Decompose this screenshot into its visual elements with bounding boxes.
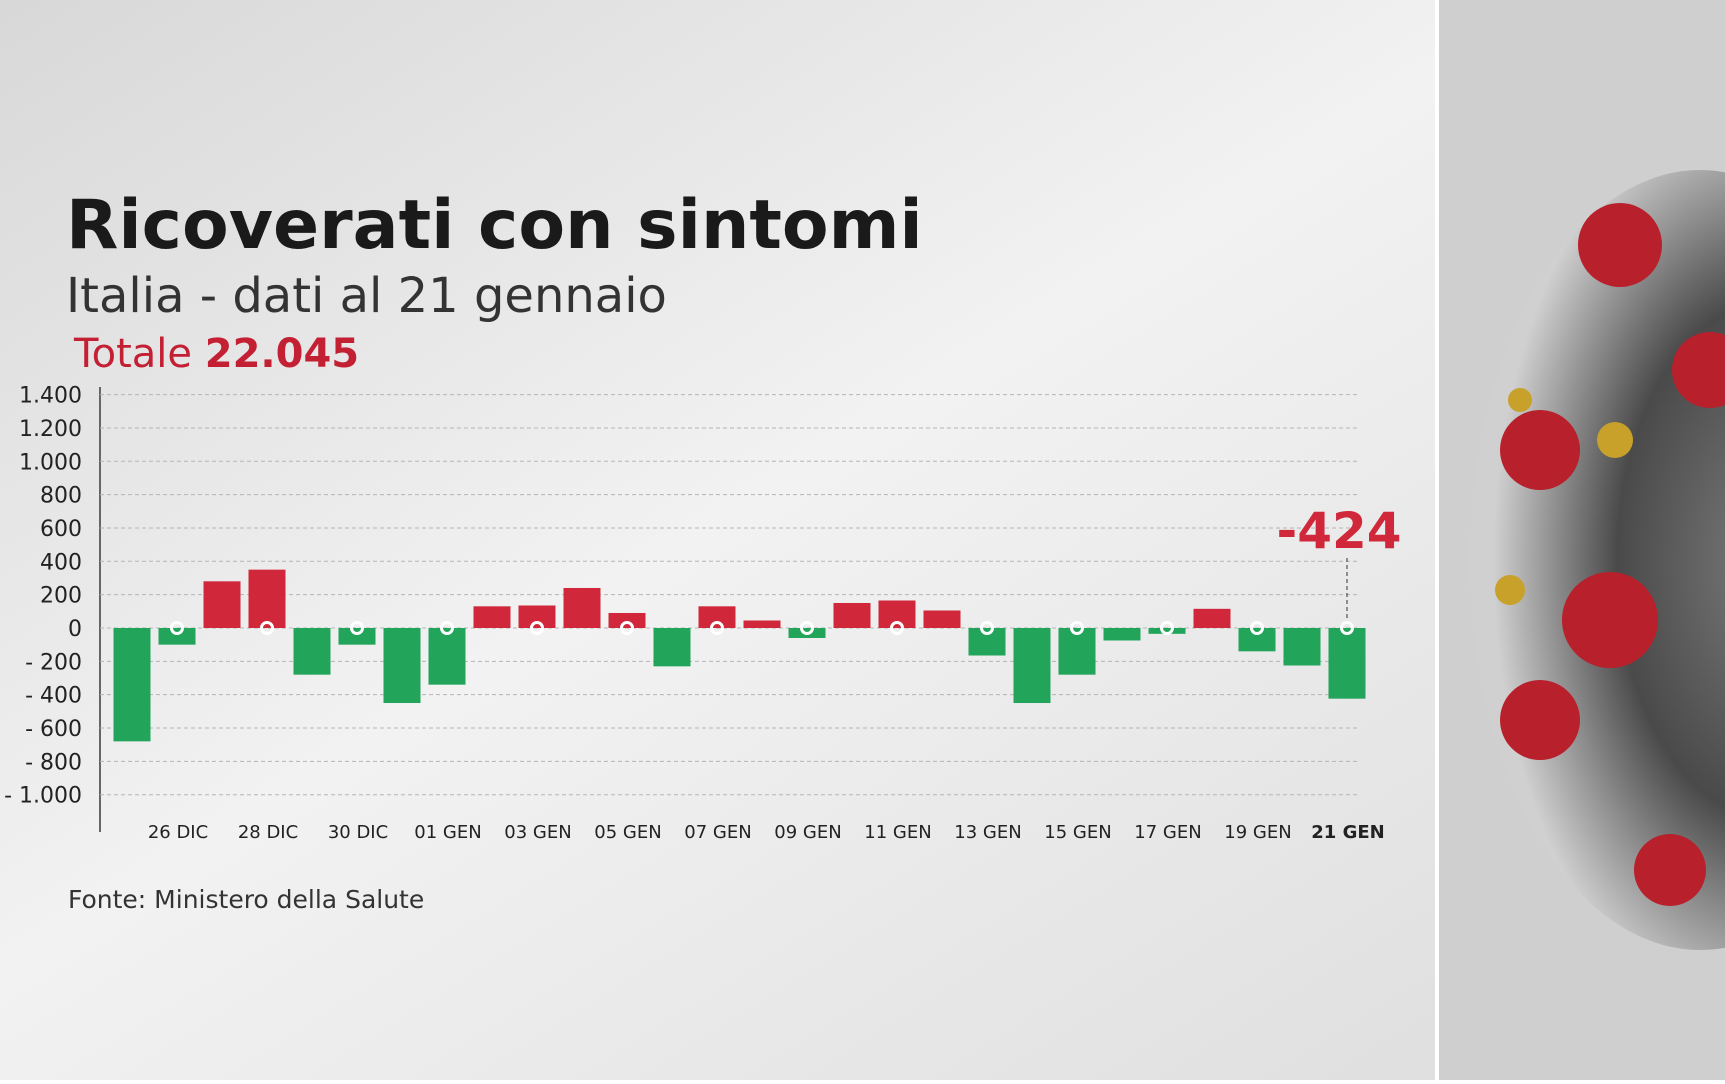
x-tick-label: 01 GEN xyxy=(414,822,481,843)
total-value: 22.045 xyxy=(205,331,359,377)
x-tick-label: 15 GEN xyxy=(1044,822,1111,843)
x-tick-label: 19 GEN xyxy=(1224,822,1291,843)
bar xyxy=(608,612,646,628)
chart-subtitle: Italia - dati al 21 gennaio xyxy=(66,268,667,324)
bar xyxy=(203,581,241,628)
x-tick-label: 03 GEN xyxy=(504,822,571,843)
y-tick-label: - 400 xyxy=(25,684,82,709)
zero-marker xyxy=(1340,620,1354,635)
bar xyxy=(1283,627,1321,666)
bar xyxy=(113,627,151,742)
zero-marker xyxy=(260,620,274,635)
bar xyxy=(653,627,691,667)
x-tick-label: 09 GEN xyxy=(774,822,841,843)
y-tick-label: 400 xyxy=(40,550,82,575)
source: Fonte: Ministero della Salute xyxy=(68,885,424,914)
x-tick-label: 21 GEN xyxy=(1311,822,1384,843)
bar xyxy=(698,606,736,628)
zero-marker xyxy=(710,620,724,635)
y-tick-label: 800 xyxy=(40,484,82,509)
x-tick-label: 17 GEN xyxy=(1134,822,1201,843)
y-tick-label: - 600 xyxy=(25,717,82,742)
zero-marker xyxy=(1250,620,1264,635)
bar xyxy=(1148,627,1186,634)
zero-marker xyxy=(980,620,994,635)
bar xyxy=(1103,627,1141,641)
bar xyxy=(1328,627,1366,699)
bar xyxy=(338,627,376,645)
zero-marker xyxy=(800,620,814,635)
bar xyxy=(518,605,556,628)
bar xyxy=(1193,608,1231,628)
y-tick-label: 200 xyxy=(40,584,82,609)
x-tick-label: 11 GEN xyxy=(864,822,931,843)
x-tick-label: 28 DIC xyxy=(238,822,298,843)
y-tick-label: 600 xyxy=(40,517,82,542)
x-tick-label: 30 DIC xyxy=(328,822,388,843)
bar xyxy=(383,627,421,704)
zero-marker xyxy=(440,620,454,635)
zero-marker xyxy=(1070,620,1084,635)
zero-marker xyxy=(1160,620,1174,635)
bar xyxy=(1058,627,1096,675)
chart-title: Ricoverati con sintomi xyxy=(66,186,923,265)
bar xyxy=(1238,627,1276,652)
bar xyxy=(833,602,871,628)
total: Totale 22.045 xyxy=(73,331,359,377)
bar xyxy=(563,587,601,628)
x-tick-label: 07 GEN xyxy=(684,822,751,843)
bar xyxy=(248,569,286,628)
bar xyxy=(1013,627,1051,704)
y-tick-label: - 200 xyxy=(25,650,82,675)
bar xyxy=(923,610,961,628)
y-tick-label: 1.200 xyxy=(19,417,82,442)
y-tick-label: - 1.000 xyxy=(4,784,82,809)
y-tick-label: 1.400 xyxy=(19,384,82,409)
zero-marker xyxy=(890,620,904,635)
zero-marker xyxy=(170,620,184,635)
zero-marker xyxy=(350,620,364,635)
y-tick-label: - 800 xyxy=(25,750,82,775)
total-label: Totale xyxy=(73,331,192,377)
virus-spikes xyxy=(1500,203,1725,906)
zero-marker xyxy=(620,620,634,635)
x-tick-label: 26 DIC xyxy=(148,822,208,843)
y-tick-label: 1.000 xyxy=(19,450,82,475)
virus-dots xyxy=(1495,388,1633,605)
x-tick-label: 05 GEN xyxy=(594,822,661,843)
x-tick-label: 13 GEN xyxy=(954,822,1021,843)
bar xyxy=(158,627,196,645)
value-label: -424 xyxy=(1276,502,1401,560)
bar xyxy=(473,606,511,628)
bar xyxy=(428,627,466,685)
zero-marker xyxy=(530,620,544,635)
bar xyxy=(743,620,781,628)
y-tick-label: 0 xyxy=(68,617,82,642)
bar xyxy=(293,627,331,675)
